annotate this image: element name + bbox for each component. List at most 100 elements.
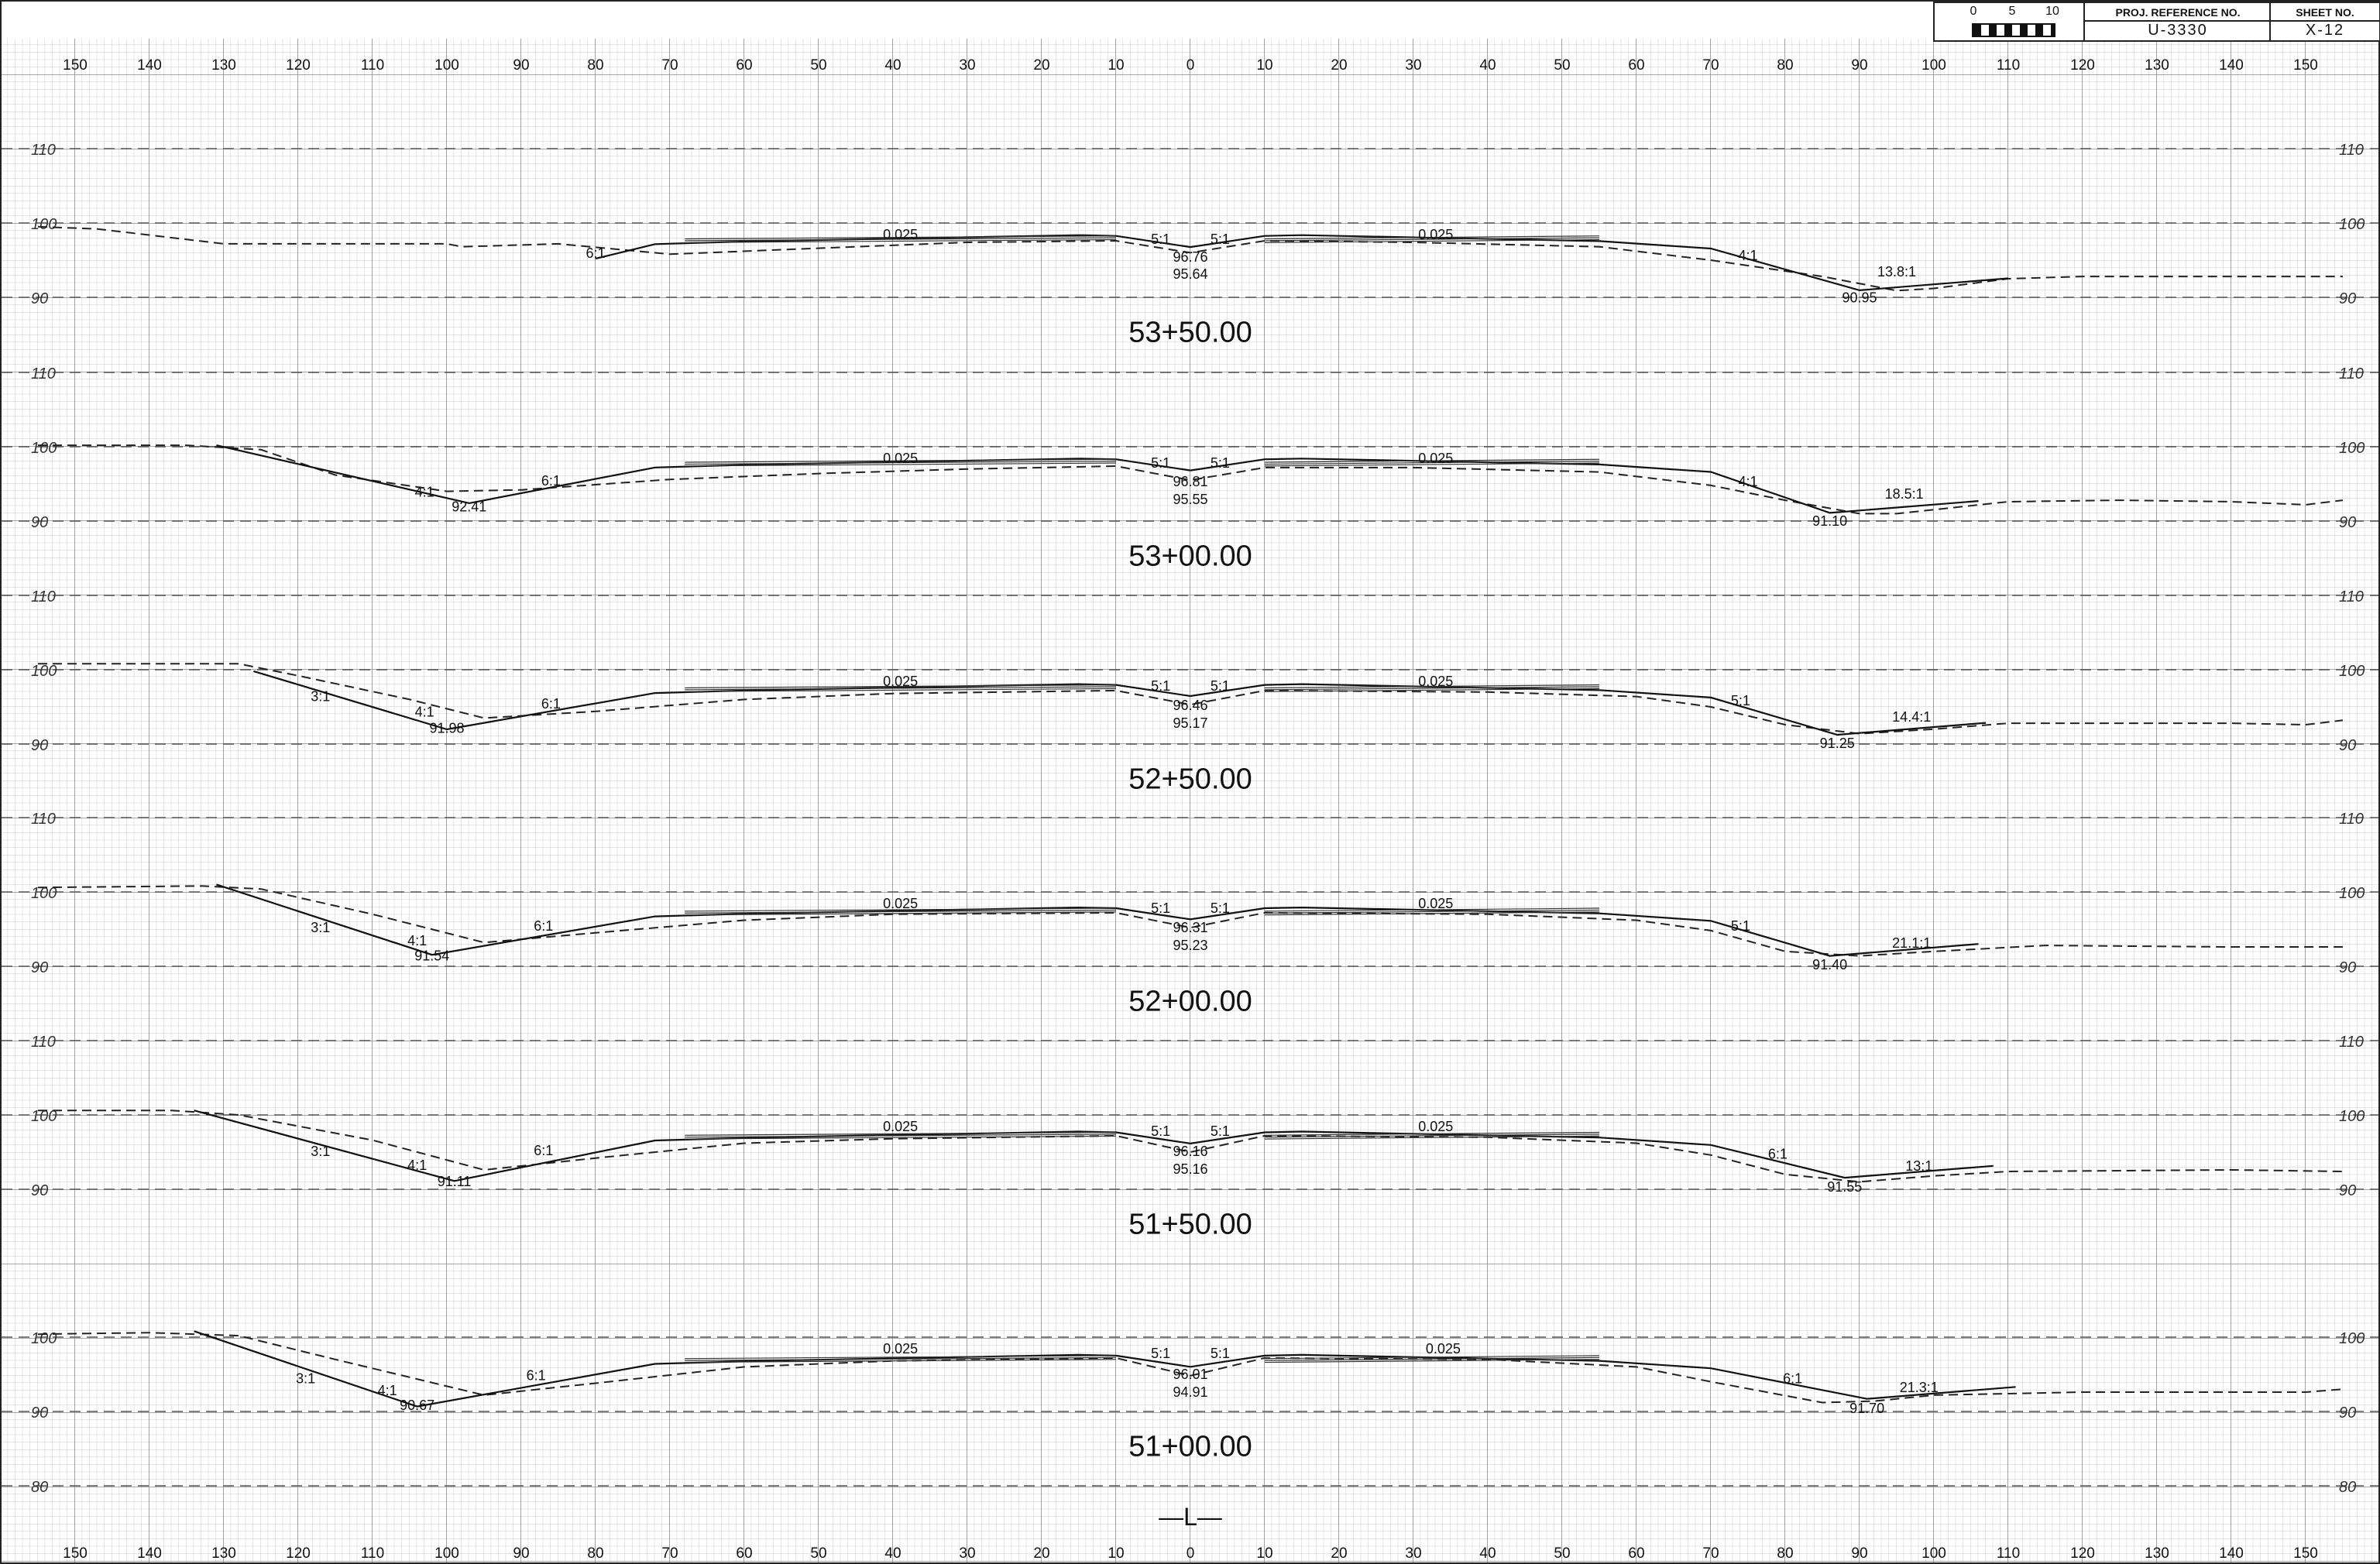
offset-tick-label: 100: [1922, 57, 1946, 74]
offset-tick-label: 90: [513, 57, 529, 74]
pavement-layer: [1264, 1356, 1600, 1361]
elev-label: 110: [2339, 365, 2364, 382]
section-530000: 110 110 100 100 90 90 4:1 6:1 0.025 5:1 5:1 0.025 4:…: [31, 365, 2365, 573]
offset-tick-label: 40: [884, 1545, 901, 1562]
pavement-layer: [685, 1134, 1117, 1138]
offset-tick-label: 130: [211, 1545, 236, 1562]
slope-label: 5:1: [1211, 900, 1230, 916]
offset-tick-label: 50: [810, 57, 826, 74]
proposed-grade-line: [194, 1110, 1994, 1182]
elevation-value: 94.91: [1173, 1384, 1207, 1400]
pavement-layer: [1264, 461, 1600, 465]
proj-ref-label: PROJ. REFERENCE NO.: [2115, 6, 2241, 19]
offset-tick-label: 130: [2145, 57, 2169, 74]
elevation-value: 90.67: [400, 1398, 434, 1413]
elevation-value: 92.41: [452, 499, 486, 515]
offset-tick-label: 10: [1108, 1545, 1124, 1562]
elev-label: 100: [2339, 440, 2365, 457]
elev-label: 100: [2339, 663, 2365, 680]
slope-label: 5:1: [1211, 1346, 1230, 1361]
slope-label: 21.3:1: [1900, 1380, 1939, 1395]
elev-label: 100: [2339, 216, 2365, 233]
offset-tick-label: 60: [736, 1545, 752, 1562]
pavement-layer: [685, 1359, 1117, 1363]
pavement-layer: [685, 684, 1117, 689]
pavement-layer: [685, 461, 1117, 465]
elevation-value: 90.95: [1842, 290, 1877, 306]
slope-label: 4:1: [1738, 248, 1757, 263]
station-label: 53+50.00: [1128, 317, 1252, 349]
pavement-layer: [685, 1356, 1117, 1361]
existing-ground-line: [37, 1332, 2344, 1404]
offset-tick-label: 80: [587, 57, 603, 74]
elevation-value: 96.31: [1173, 920, 1207, 935]
scale-label-10: 10: [2045, 5, 2059, 18]
elev-label: 90: [31, 290, 48, 307]
offset-tick-label: 30: [1405, 1545, 1421, 1562]
slope-label: 5:1: [1151, 1346, 1170, 1361]
offset-tick-label: 110: [361, 1545, 384, 1562]
proposed-grade-line: [595, 234, 2009, 292]
slope-label: 0.025: [1418, 451, 1453, 466]
offset-tick-label: 40: [884, 57, 901, 74]
elev-label: 110: [31, 588, 56, 605]
pavement-layer: [685, 237, 1117, 242]
station-label: 51+00.00: [1128, 1431, 1252, 1463]
offset-tick-label: 130: [2145, 1545, 2169, 1562]
cross-sections: 110 110 100 100 90 90 6:1 0.025 5:1 5:1 0.025 4:1 13…: [31, 142, 2365, 1496]
elevation-value: 91.70: [1849, 1401, 1884, 1416]
offset-ticks-top: 150 140 130 120 110 100 90 80 70 60 50 40 30 20 10 0 10 2…: [63, 57, 2318, 74]
slope-label: 4:1: [407, 1158, 427, 1173]
offset-tick-label: 80: [1777, 1545, 1793, 1562]
section-515000: 110 110 100 100 90 90 3:1 4:1 6:1 0.025 5:1 5:1 0.02…: [31, 1034, 2365, 1241]
offset-tick-label: 30: [1405, 57, 1421, 74]
elev-label: 100: [31, 1108, 57, 1125]
slope-label: 3:1: [311, 1144, 330, 1159]
slope-label: 5:1: [1151, 678, 1170, 694]
slope-label: 0.025: [1418, 896, 1453, 911]
offset-tick-label: 40: [1479, 57, 1496, 74]
offset-tick-label: 80: [587, 1545, 603, 1562]
elev-label: 100: [31, 440, 57, 457]
elev-label: 90: [2339, 290, 2356, 307]
slope-label: 5:1: [1151, 900, 1170, 916]
station-label: 52+50.00: [1128, 763, 1252, 796]
elev-label: 100: [31, 1330, 57, 1347]
centerline-marker: —L—: [1159, 1503, 1222, 1531]
slope-label: 18.5:1: [1885, 486, 1924, 502]
slope-label: 13.8:1: [1877, 264, 1916, 280]
slope-label: 0.025: [1418, 227, 1453, 242]
offset-tick-label: 140: [137, 57, 162, 74]
offset-tick-label: 110: [1997, 1545, 2020, 1562]
elevation-value: 96.01: [1173, 1367, 1207, 1382]
elev-label: 100: [31, 885, 57, 902]
offset-tick-label: 90: [1851, 1545, 1867, 1562]
slope-label: 0.025: [1418, 674, 1453, 689]
sheet-no-label: SHEET NO.: [2296, 6, 2354, 19]
pavement-layer: [1264, 237, 1600, 242]
slope-label: 5:1: [1211, 455, 1230, 471]
offset-tick-label: 0: [1187, 1545, 1195, 1562]
offset-ticks-bottom: 150 140 130 120 110 100 90 80 70 60 50 40 30 20 10 0 10 2…: [63, 1545, 2318, 1562]
offset-tick-label: 20: [1331, 1545, 1347, 1562]
existing-ground-line: [38, 663, 2344, 735]
elev-label: 80: [31, 1479, 48, 1496]
elev-label: 80: [2339, 1479, 2356, 1496]
slope-label: 5:1: [1211, 1123, 1230, 1139]
elev-label: 90: [2339, 1405, 2356, 1422]
offset-tick-label: 100: [434, 57, 459, 74]
elev-label: 90: [31, 959, 48, 976]
elevation-value: 91.98: [429, 721, 464, 736]
offset-tick-label: 70: [661, 1545, 678, 1562]
slope-label: 3:1: [311, 920, 330, 935]
pavement-layer: [1264, 1131, 1600, 1136]
slope-label: 6:1: [534, 918, 553, 934]
pavement-layer: [1264, 458, 1600, 463]
slope-label: 5:1: [1211, 232, 1230, 247]
slope-label: 0.025: [883, 451, 918, 466]
sheet-no-value: X-12: [2305, 22, 2345, 39]
section-510000: 100 100 90 90 80 80 3:1 4:1 6:1 0.025 5:1 5:1 0.025 6…: [31, 1330, 2365, 1496]
offset-tick-label: 120: [286, 1545, 311, 1562]
pavement-layer: [685, 1355, 1117, 1360]
